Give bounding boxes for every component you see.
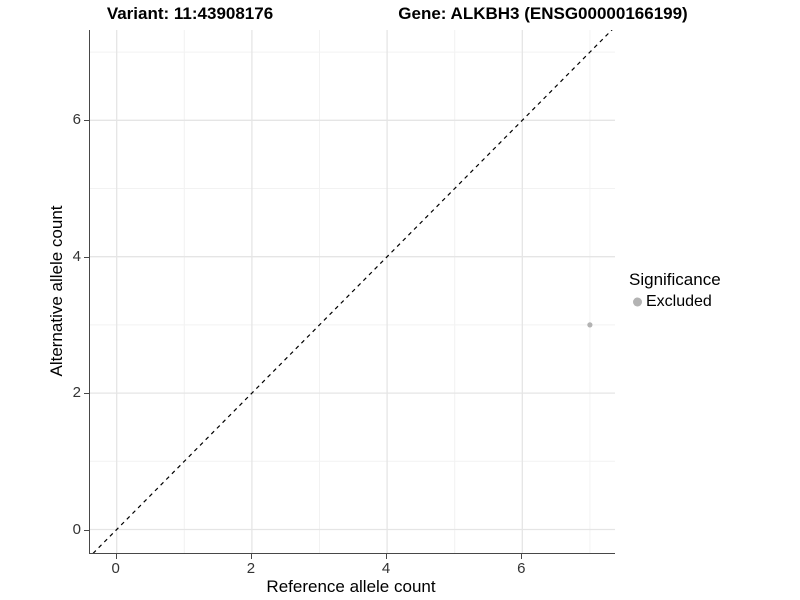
plot-canvas (90, 30, 615, 553)
y-tick-mark (84, 256, 89, 258)
y-tick-label: 0 (72, 520, 81, 538)
legend-item-excluded: Excluded (629, 293, 721, 311)
y-tick-label: 2 (72, 384, 81, 402)
plot-title-variant: Variant: 11:43908176 (106, 4, 274, 23)
y-tick-mark (84, 529, 89, 531)
x-tick-label: 2 (246, 560, 256, 577)
legend: Significance Excluded (629, 270, 721, 311)
y-tick-mark (84, 120, 89, 122)
identity-line (92, 30, 613, 553)
plot-panel (89, 30, 615, 554)
y-tick-label: 4 (72, 247, 81, 265)
x-tick-label: 6 (517, 560, 526, 577)
y-tick-label: 6 (72, 111, 81, 129)
x-tick-label: 0 (111, 560, 120, 577)
x-tick-mark (521, 554, 523, 559)
legend-item-label: Excluded (646, 293, 712, 310)
x-tick-mark (250, 554, 252, 559)
data-point-excluded (587, 322, 593, 328)
plot-title-gene: Gene: ALKBH3 (ENSG00000166199) (398, 4, 688, 23)
x-tick-mark (115, 554, 117, 559)
y-tick-mark (84, 393, 89, 395)
x-tick-mark (386, 554, 388, 559)
legend-key-dot-icon (633, 297, 642, 307)
legend-title: Significance (629, 270, 721, 289)
x-tick-label: 4 (381, 560, 391, 577)
x-axis-title: Reference allele count (266, 577, 436, 596)
y-axis-title: Alternative allele count (47, 205, 66, 377)
